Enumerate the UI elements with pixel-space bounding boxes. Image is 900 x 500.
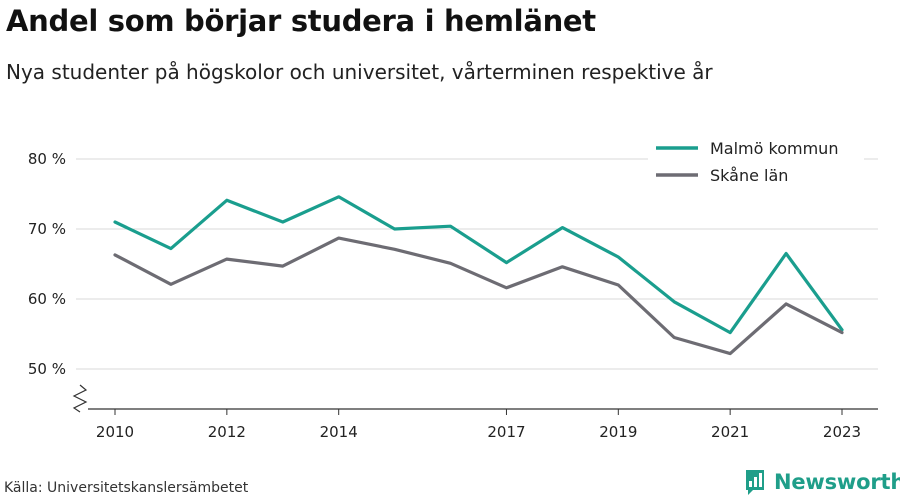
y-tick-label: 60 % — [28, 290, 66, 308]
legend-label: Malmö kommun — [710, 139, 838, 158]
grid-lines — [76, 158, 878, 370]
brand-name: Newsworthy — [774, 470, 900, 494]
x-tick-label: 2021 — [711, 423, 749, 441]
legend-background — [648, 130, 864, 188]
bar-chart-logo-icon — [746, 470, 764, 495]
x-tick-label: 2014 — [320, 423, 358, 441]
x-axis: 2010 2012 2014 2017 2019 2021 2023 — [72, 384, 878, 441]
x-tick-label: 2019 — [599, 423, 637, 441]
y-tick-label: 50 % — [28, 360, 66, 378]
series-line-skane — [113, 236, 844, 356]
x-tick-label: 2012 — [208, 423, 246, 441]
chart-title: Andel som börjar studera i hemlänet — [6, 4, 596, 38]
axis-break-icon — [72, 384, 88, 413]
legend: Malmö kommun Skåne län — [648, 130, 864, 188]
series-line-malmo — [113, 195, 844, 335]
legend-label: Skåne län — [710, 166, 788, 185]
y-axis-tick-labels: 50 % 60 % 70 % 80 % — [28, 150, 66, 378]
brand-logo[interactable]: Newsworthy — [744, 468, 900, 496]
y-tick-label: 70 % — [28, 220, 66, 238]
x-tick-label: 2010 — [96, 423, 134, 441]
x-tick-label: 2023 — [823, 423, 861, 441]
y-tick-label: 80 % — [28, 150, 66, 168]
chart-subtitle: Nya studenter på högskolor och universit… — [6, 60, 713, 84]
series-lines — [113, 195, 844, 356]
x-tick-label: 2017 — [487, 423, 525, 441]
source-note: Källa: Universitetskanslersämbetet — [4, 480, 249, 496]
